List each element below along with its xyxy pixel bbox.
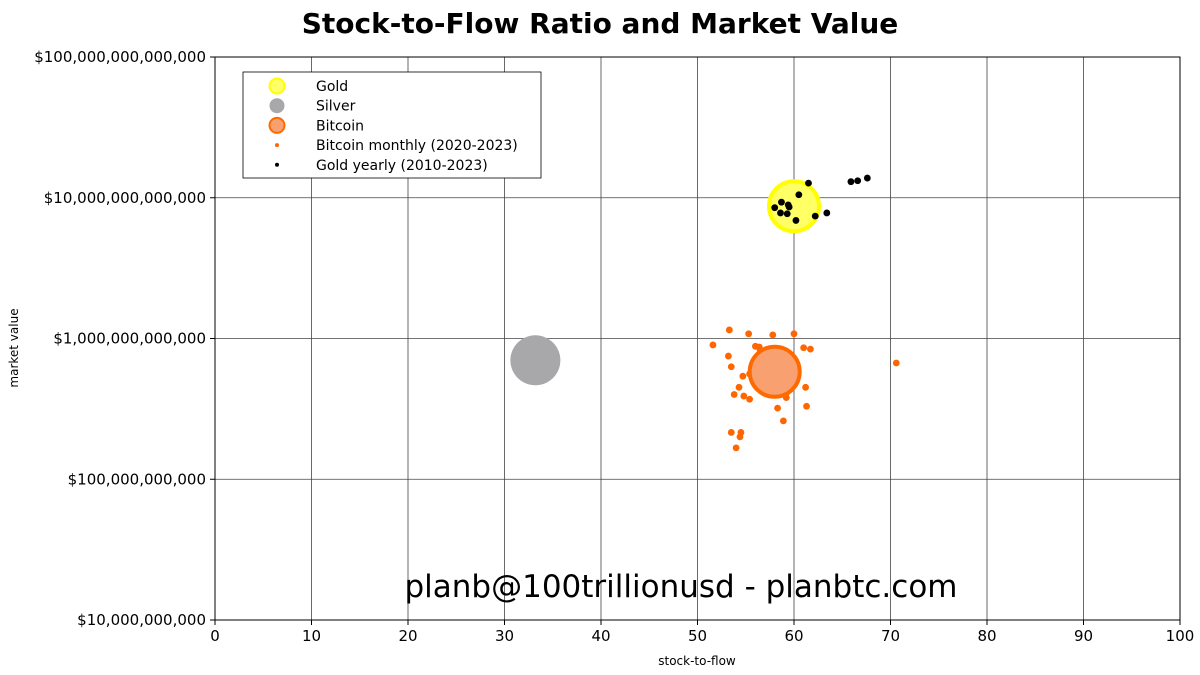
legend-label: Bitcoin monthly (2020-2023) (316, 138, 518, 154)
data-points (510, 174, 900, 452)
gold-yearly-point (847, 178, 855, 186)
x-tick-label: 60 (784, 627, 803, 645)
bitcoin-monthly-point (735, 383, 743, 391)
bitcoin-monthly-point (709, 341, 717, 349)
gold-yearly-point (792, 217, 800, 224)
gold-yearly-point (785, 203, 793, 211)
gold-yearly-point (771, 204, 779, 212)
bitcoin-monthly-point (802, 383, 809, 391)
bitcoin-monthly-point (727, 429, 735, 436)
x-axis-label: stock-to-flow (658, 654, 736, 668)
bitcoin-monthly-point (803, 402, 810, 410)
bitcoin-monthly-point (774, 404, 781, 412)
y-tick-label: $10,000,000,000,000 (44, 189, 206, 207)
legend-swatch (275, 143, 279, 148)
legend-label: Gold yearly (2010-2023) (316, 158, 488, 174)
legend-swatch (268, 116, 286, 134)
bitcoin-monthly-point (746, 395, 754, 403)
marker-bitcoin (747, 344, 802, 399)
x-tick-label: 70 (881, 627, 900, 645)
x-tick-label: 50 (688, 627, 707, 645)
legend-box (242, 71, 542, 179)
gold-yearly-point (778, 198, 785, 206)
x-tick-label: 0 (210, 627, 220, 645)
y-tick-label: $1,000,000,000,000 (53, 330, 206, 348)
gold-yearly-point (795, 191, 803, 199)
y-axis-label: market value (7, 308, 21, 387)
watermark-text: planb@100trillionusd - planbtc.com (405, 569, 958, 605)
legend: Gold Silver Bitcoin Bitcoin monthly (2020-2… (242, 71, 542, 179)
legend-label: Silver (316, 99, 356, 115)
gold-yearly-point (783, 210, 791, 218)
legend-label: Gold (316, 79, 348, 95)
axis-ticks: 0 10 20 30 40 50 60 70 80 90 100 $10,000,000,000 $10… (34, 48, 1194, 645)
bitcoin-monthly-point (779, 417, 787, 425)
y-tick-label: $10,000,000,000 (77, 611, 206, 629)
bitcoin-monthly-point (769, 331, 777, 339)
chart-title: Stock-to-Flow Ratio and Market Value (302, 7, 899, 40)
bitcoin-monthly-point (745, 330, 753, 338)
bitcoin-monthly-point (724, 352, 732, 360)
legend-swatch (269, 98, 285, 114)
gold-yearly-point (854, 177, 862, 185)
marker-gold (767, 179, 821, 234)
bitcoin-monthly-point (807, 345, 814, 353)
bitcoin-monthly-point (732, 444, 740, 452)
bitcoin-monthly-point (739, 372, 747, 380)
gold-yearly-point (805, 179, 812, 187)
bitcoin-monthly-point (740, 392, 748, 400)
x-tick-label: 100 (1166, 627, 1195, 645)
x-tick-label: 80 (977, 627, 996, 645)
y-tick-label: $100,000,000,000 (68, 470, 206, 488)
bitcoin-monthly-point (725, 326, 733, 334)
gold-yearly-point (863, 174, 871, 182)
gold-yearly-point (823, 209, 831, 217)
bitcoin-monthly-point (736, 433, 744, 441)
x-tick-label: 30 (495, 627, 514, 645)
bitcoin-monthly-point (790, 330, 798, 338)
y-tick-label: $100,000,000,000,000 (34, 48, 206, 66)
bitcoin-monthly-point (730, 391, 738, 398)
x-tick-label: 90 (1074, 627, 1093, 645)
legend-swatch (268, 77, 286, 95)
x-tick-label: 20 (398, 627, 417, 645)
gold-yearly-point (811, 212, 819, 220)
gold-yearly-point (777, 209, 784, 217)
legend-swatch (275, 162, 279, 167)
bitcoin-monthly-point (800, 344, 808, 352)
x-tick-label: 10 (302, 627, 321, 645)
bitcoin-monthly-point (892, 359, 900, 367)
x-tick-label: 40 (591, 627, 610, 645)
marker-silver (510, 335, 561, 386)
legend-label: Bitcoin (316, 118, 364, 134)
bitcoin-monthly-point (727, 363, 735, 371)
